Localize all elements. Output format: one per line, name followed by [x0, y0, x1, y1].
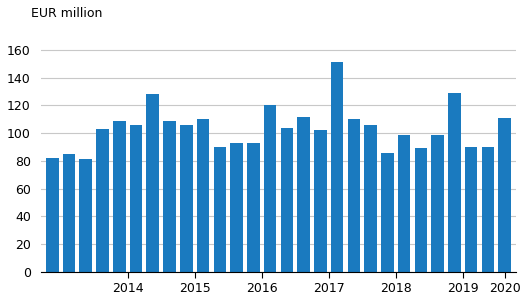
Bar: [297, 117, 310, 271]
Bar: [415, 148, 427, 271]
Bar: [398, 134, 411, 271]
Bar: [113, 121, 125, 271]
Bar: [147, 94, 159, 271]
Bar: [331, 63, 343, 271]
Bar: [46, 158, 59, 271]
Bar: [79, 159, 92, 271]
Bar: [230, 143, 243, 271]
Bar: [180, 125, 193, 271]
Bar: [381, 153, 394, 271]
Bar: [465, 147, 477, 271]
Bar: [214, 147, 226, 271]
Bar: [280, 127, 293, 271]
Bar: [163, 121, 176, 271]
Bar: [247, 143, 260, 271]
Bar: [197, 119, 209, 271]
Bar: [348, 119, 360, 271]
Bar: [314, 130, 326, 271]
Text: EUR million: EUR million: [31, 7, 103, 20]
Bar: [130, 125, 142, 271]
Bar: [498, 118, 511, 271]
Bar: [264, 105, 276, 271]
Bar: [364, 125, 377, 271]
Bar: [481, 147, 494, 271]
Bar: [431, 134, 444, 271]
Bar: [96, 129, 109, 271]
Bar: [448, 93, 461, 271]
Bar: [63, 154, 75, 271]
